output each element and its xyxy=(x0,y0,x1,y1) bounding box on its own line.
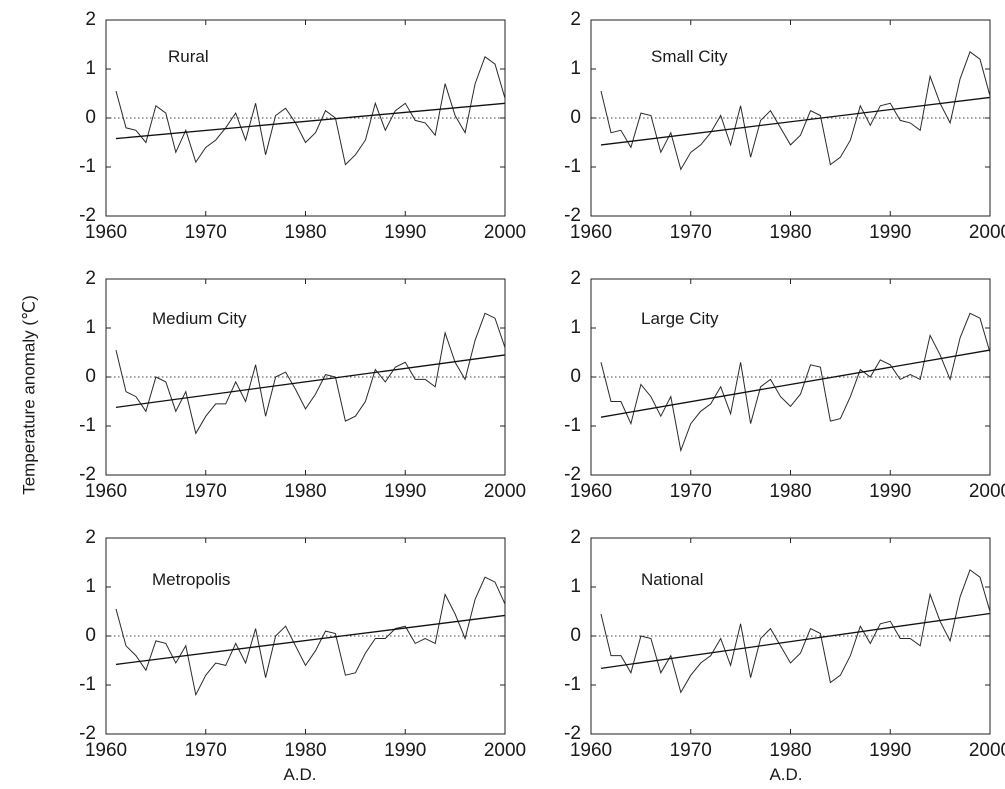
x-tick-label: 1970 xyxy=(670,740,712,761)
x-tick-label: 1970 xyxy=(670,222,712,243)
y-tick-label: 0 xyxy=(85,366,96,387)
x-tick-label: 2000 xyxy=(969,222,1005,243)
trend-line xyxy=(600,612,991,669)
panel-title: Large City xyxy=(641,309,719,328)
x-tick-label: 2000 xyxy=(484,222,526,243)
panel-title: National xyxy=(641,570,703,589)
y-tick-label: 1 xyxy=(85,317,96,338)
trend-line xyxy=(115,614,506,666)
chart-panel: -2 -1 0 1 2 1960 1970 1980 1990 2000 Metropolis xyxy=(79,527,526,761)
y-tick-label: 1 xyxy=(85,58,96,79)
chart-panel: -2 -1 0 1 2 1960 1970 1980 1990 2000 National xyxy=(564,527,1005,761)
y-tick-label: -1 xyxy=(564,156,581,177)
chart-panel: -2 -1 0 1 2 1960 1970 1980 1990 2000 Large City xyxy=(564,268,1005,502)
panel-title: Medium City xyxy=(152,309,247,328)
panel-title: Metropolis xyxy=(152,570,230,589)
x-tick-label: 2000 xyxy=(484,740,526,761)
x-tick-label: 1980 xyxy=(769,222,811,243)
x-tick-label: 2000 xyxy=(969,740,1005,761)
anomaly-series-line xyxy=(115,312,506,435)
x-tick-label: 1970 xyxy=(185,481,227,502)
x-tick-label: 1980 xyxy=(284,222,326,243)
y-tick-label: -1 xyxy=(79,156,96,177)
plot-frame xyxy=(590,537,991,735)
anomaly-series-line xyxy=(600,312,991,453)
trend-line xyxy=(115,354,506,409)
trend-line xyxy=(600,96,991,146)
x-axis-title-right: A.D. xyxy=(769,765,802,784)
x-tick-label: 1980 xyxy=(284,740,326,761)
y-axis-title: Temperature anomaly (℃) xyxy=(19,295,38,495)
chart-panel: -2 -1 0 1 2 1960 1970 1980 1990 2000 Medium City xyxy=(79,268,526,502)
y-tick-label: -2 xyxy=(564,464,581,485)
plot-frame xyxy=(105,278,506,476)
y-tick-label: -1 xyxy=(79,674,96,695)
x-tick-label: 1990 xyxy=(384,740,426,761)
x-tick-label: 1990 xyxy=(869,481,911,502)
x-tick-label: 1960 xyxy=(570,481,612,502)
y-tick-label: 0 xyxy=(85,625,96,646)
x-tick-label: 1990 xyxy=(869,740,911,761)
x-tick-label: 1970 xyxy=(670,481,712,502)
x-tick-label: 1960 xyxy=(85,222,127,243)
y-tick-label: 0 xyxy=(570,366,581,387)
y-tick-label: 1 xyxy=(570,317,581,338)
y-tick-label: -2 xyxy=(79,205,96,226)
trend-line xyxy=(115,102,506,140)
y-tick-label: 1 xyxy=(570,576,581,597)
y-tick-label: -1 xyxy=(79,415,96,436)
y-tick-label: 0 xyxy=(570,107,581,128)
y-tick-label: -2 xyxy=(564,723,581,744)
y-tick-label: -2 xyxy=(79,464,96,485)
y-tick-label: 1 xyxy=(85,576,96,597)
x-tick-label: 1990 xyxy=(384,222,426,243)
x-tick-label: 1980 xyxy=(769,481,811,502)
y-tick-label: -1 xyxy=(564,674,581,695)
anomaly-series-line xyxy=(115,56,506,166)
y-tick-label: -2 xyxy=(79,723,96,744)
x-tick-label: 1960 xyxy=(85,740,127,761)
y-tick-label: 2 xyxy=(85,527,96,548)
y-tick-label: 0 xyxy=(570,625,581,646)
plot-frame xyxy=(590,19,991,217)
anomaly-series-line xyxy=(115,576,506,697)
y-tick-label: -1 xyxy=(564,415,581,436)
plot-frame xyxy=(590,278,991,476)
x-tick-label: 1990 xyxy=(869,222,911,243)
x-tick-label: 1990 xyxy=(384,481,426,502)
x-tick-label: 1970 xyxy=(185,740,227,761)
x-tick-label: 1970 xyxy=(185,222,227,243)
x-tick-label: 2000 xyxy=(969,481,1005,502)
x-tick-label: 1980 xyxy=(769,740,811,761)
y-tick-label: 2 xyxy=(85,9,96,30)
plot-frame xyxy=(105,19,506,217)
chart-panel: -2 -1 0 1 2 1960 1970 1980 1990 2000 Rural xyxy=(79,9,526,243)
x-tick-label: 1960 xyxy=(85,481,127,502)
y-tick-label: -2 xyxy=(564,205,581,226)
x-tick-label: 2000 xyxy=(484,481,526,502)
anomaly-series-line xyxy=(600,51,991,171)
y-tick-label: 2 xyxy=(570,268,581,289)
panel-title: Small City xyxy=(651,47,728,66)
plot-frame xyxy=(105,537,506,735)
y-tick-label: 0 xyxy=(85,107,96,128)
x-tick-label: 1960 xyxy=(570,222,612,243)
y-tick-label: 2 xyxy=(85,268,96,289)
x-tick-label: 1960 xyxy=(570,740,612,761)
panel-title: Rural xyxy=(168,47,209,66)
chart-panel: -2 -1 0 1 2 1960 1970 1980 1990 2000 Small City xyxy=(564,9,1005,243)
y-tick-label: 2 xyxy=(570,9,581,30)
trend-line xyxy=(600,349,991,418)
anomaly-series-line xyxy=(600,569,991,694)
y-tick-label: 2 xyxy=(570,527,581,548)
y-tick-label: 1 xyxy=(570,58,581,79)
x-axis-title-left: A.D. xyxy=(283,765,316,784)
x-tick-label: 1980 xyxy=(284,481,326,502)
